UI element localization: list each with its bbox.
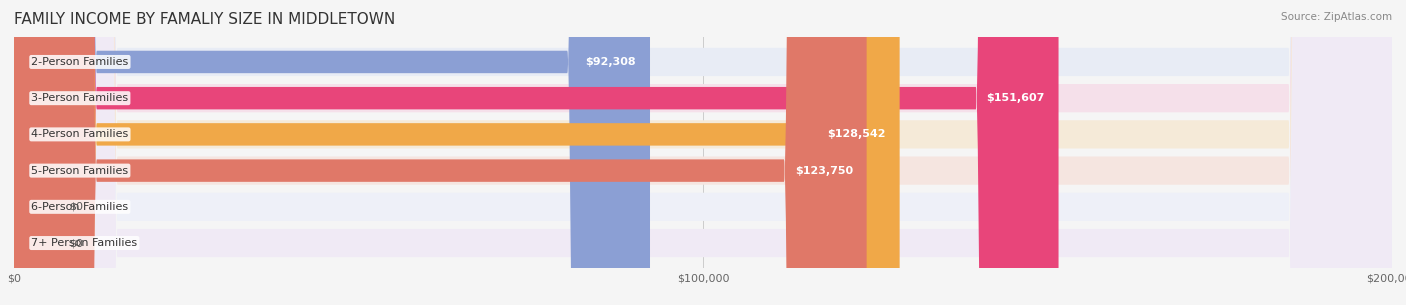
FancyBboxPatch shape	[14, 0, 1392, 305]
Text: $128,542: $128,542	[827, 129, 886, 139]
Text: $123,750: $123,750	[794, 166, 853, 176]
Text: 3-Person Families: 3-Person Families	[31, 93, 128, 103]
Text: $92,308: $92,308	[586, 57, 637, 67]
FancyBboxPatch shape	[14, 0, 1392, 305]
FancyBboxPatch shape	[14, 0, 650, 305]
Text: 4-Person Families: 4-Person Families	[31, 129, 128, 139]
FancyBboxPatch shape	[14, 0, 1392, 305]
Text: Source: ZipAtlas.com: Source: ZipAtlas.com	[1281, 12, 1392, 22]
FancyBboxPatch shape	[14, 0, 900, 305]
FancyBboxPatch shape	[14, 0, 866, 305]
Text: 6-Person Families: 6-Person Families	[31, 202, 128, 212]
FancyBboxPatch shape	[14, 0, 1059, 305]
Text: FAMILY INCOME BY FAMALIY SIZE IN MIDDLETOWN: FAMILY INCOME BY FAMALIY SIZE IN MIDDLET…	[14, 12, 395, 27]
FancyBboxPatch shape	[14, 0, 1392, 305]
Text: $0: $0	[69, 202, 83, 212]
Text: 5-Person Families: 5-Person Families	[31, 166, 128, 176]
Text: 7+ Person Families: 7+ Person Families	[31, 238, 138, 248]
Text: $151,607: $151,607	[987, 93, 1045, 103]
Text: 2-Person Families: 2-Person Families	[31, 57, 128, 67]
FancyBboxPatch shape	[14, 0, 1392, 305]
FancyBboxPatch shape	[14, 0, 1392, 305]
Text: $0: $0	[69, 238, 83, 248]
